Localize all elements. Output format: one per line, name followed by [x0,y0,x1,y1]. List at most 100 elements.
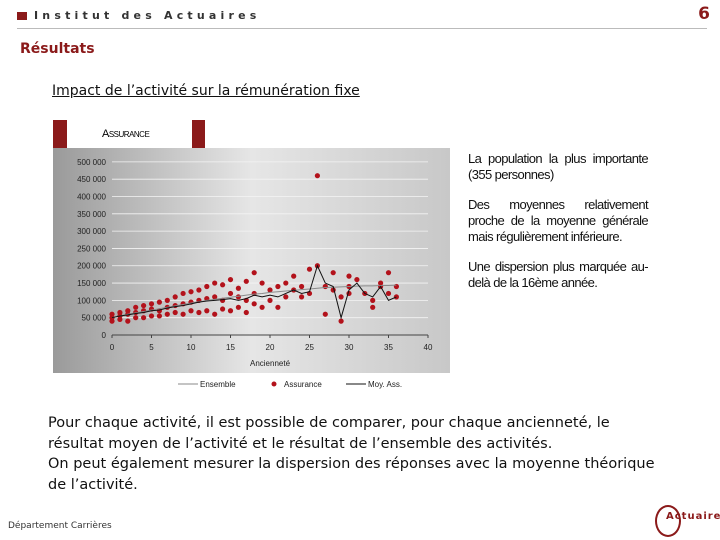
point [196,309,202,316]
side-paragraph: La population la plus importante (355 pe… [468,151,649,182]
page-number: 6 [698,4,710,24]
slide-title: Impact de l’activité sur la rémunération… [52,83,360,99]
body-line: On peut également mesurer la dispersion … [48,456,655,472]
point [322,283,328,290]
point [346,273,352,279]
footer-logo-ring [655,505,681,537]
point [156,313,162,319]
point [267,287,273,293]
point [125,318,131,324]
point [314,173,320,179]
point [243,278,249,284]
body-line: Pour chaque activité, il est possible de… [48,415,610,431]
brand: Institut des Actuaires [34,9,261,22]
side-paragraph: Des moyennes relativement proche de la m… [468,197,649,244]
x-tick-label: 15 [226,343,235,352]
y-tick-label: 100 000 [77,296,106,305]
x-tick-label: 30 [345,343,354,352]
point [133,304,139,310]
point [212,280,218,286]
point [370,297,376,303]
y-tick-label: 350 000 [77,210,106,219]
point [259,280,265,286]
y-tick-label: 200 000 [77,262,106,271]
x-tick-label: 35 [384,343,393,352]
point [259,304,265,310]
side-paragraph: Une dispersion plus marquée au-delà de l… [468,259,649,290]
y-tick-label: 450 000 [77,175,106,184]
point [125,308,131,314]
footer-department: Département Carrières [8,521,112,531]
brand-mark [17,12,27,20]
point [109,311,115,317]
legend-swatch [271,381,277,387]
header-bar [53,120,67,148]
point [338,294,344,300]
point [385,270,392,276]
point [188,289,194,295]
point [164,311,170,317]
x-axis-label: Ancienneté [250,359,291,368]
y-tick-label: 150 000 [77,279,106,288]
point [283,294,289,300]
point [172,309,178,316]
point [291,273,297,279]
body-line: résultat moyen de l’activité et le résul… [48,435,553,452]
chart: Assurance 0 50 000 100 000 150 000 200 000 25… [53,120,450,400]
point [385,290,392,297]
section-title: Résultats [20,41,95,57]
point [180,311,186,317]
x-tick-label: 5 [149,343,154,352]
y-tick-label: 250 000 [77,244,106,253]
header-rule [17,28,707,29]
y-tick-label: 400 000 [77,192,106,201]
point [322,311,328,317]
point [227,308,234,314]
point [275,304,281,310]
point [227,290,234,297]
legend-background [53,373,450,400]
point [330,270,336,276]
point [378,280,384,286]
x-tick-label: 10 [187,343,196,352]
footer-logo: Actuaires [666,511,720,522]
point [148,313,155,319]
point [370,304,376,310]
x-tick-label: 20 [266,343,275,352]
x-tick-label: 0 [110,343,115,352]
legend-label: Moy. Ass. [368,380,402,389]
series-line [111,284,397,319]
point [283,280,289,286]
y-tick-label: 0 [102,331,107,340]
point [117,309,123,316]
point [354,276,360,283]
y-tick-label: 500 000 [77,158,106,167]
y-tick-label: 50 000 [82,314,107,323]
point [338,318,344,324]
point [299,294,305,300]
point [251,301,257,307]
chart-header: Assurance [102,128,149,140]
point [393,283,399,290]
chart-background [53,148,450,373]
point [164,297,170,303]
point [141,315,147,321]
point [212,311,218,317]
series-line [111,264,397,320]
point [141,302,147,309]
point [227,276,234,283]
point [148,301,155,307]
point [204,308,210,314]
legend-label: Ensemble [200,380,236,389]
point [156,299,162,305]
point [172,294,178,300]
point [133,315,139,321]
body-line: de l’activité. [48,476,138,493]
point [180,290,186,297]
point [275,283,281,290]
point [196,287,202,293]
point [212,294,218,300]
point [235,304,241,310]
y-tick-label: 300 000 [77,227,106,236]
